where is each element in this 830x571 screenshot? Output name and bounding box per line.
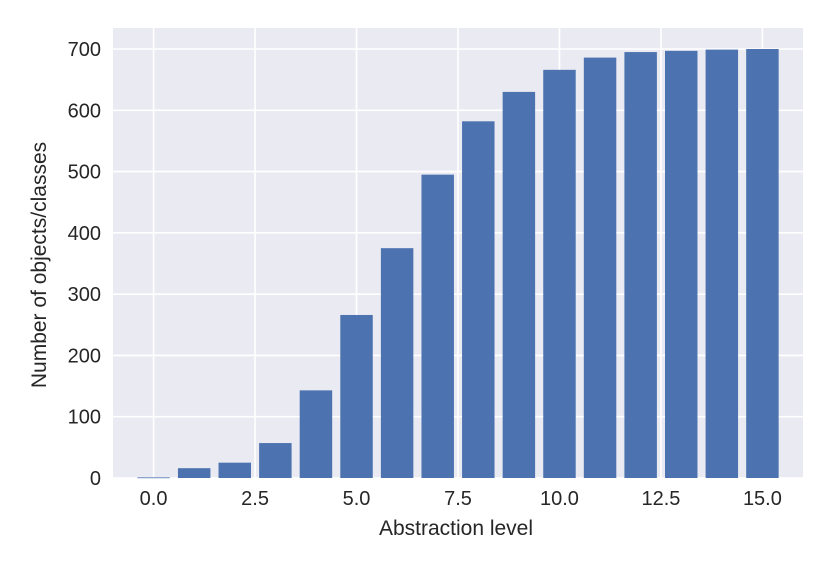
y-tick-label: 100 [68,407,101,429]
x-tick-labels: 0.0 2.5 5.0 7.5 10.0 12.5 15.0 [140,488,782,510]
bar [340,314,373,478]
bar [624,52,657,479]
y-tick-label: 400 [68,223,101,245]
y-tick-labels: 0 100 200 300 400 500 600 700 [68,39,101,490]
y-tick-label: 0 [90,468,101,490]
bar [218,462,251,478]
bar [502,91,536,479]
bars [137,49,779,479]
x-tick-label: 10.0 [540,488,579,510]
y-tick-label: 300 [68,284,101,306]
y-tick-label: 700 [68,39,101,61]
y-tick-label: 500 [68,162,101,184]
x-tick-label: 0.0 [140,488,168,510]
bar [137,477,170,479]
bar [259,443,292,478]
x-tick-label: 2.5 [241,488,269,510]
bar [177,468,211,478]
x-tick-label: 15.0 [743,488,782,510]
x-tick-label: 12.5 [641,488,680,510]
bar [299,390,333,478]
bar [462,121,495,479]
x-axis-title: Abstraction level [379,517,533,540]
x-tick-label: 5.0 [343,488,371,510]
bar [583,57,617,479]
bar [705,49,739,479]
y-tick-label: 600 [68,100,101,122]
bar [421,174,454,478]
bar [746,49,779,478]
bar [665,50,698,479]
y-tick-label: 200 [68,345,101,367]
bar [380,248,414,478]
y-axis-title: Number of objects/classes [28,142,51,388]
x-tick-label: 7.5 [444,488,472,510]
bar [543,69,576,478]
